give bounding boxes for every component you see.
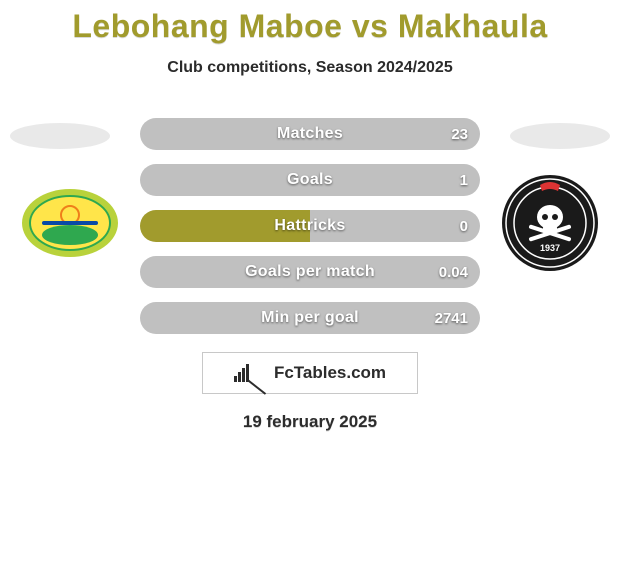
stat-bar: Goals per match0.04: [140, 256, 480, 288]
subtitle: Club competitions, Season 2024/2025: [0, 59, 620, 77]
page-title: Lebohang Maboe vs Makhaula: [0, 0, 620, 45]
right-marker-ellipse: [510, 123, 610, 149]
left-marker-ellipse: [10, 123, 110, 149]
bar-value-right: 0: [460, 210, 468, 242]
sundowns-badge-icon: [20, 173, 120, 273]
stat-bar: Min per goal2741: [140, 302, 480, 334]
stat-bar: Matches23: [140, 118, 480, 150]
left-club-badge: [20, 173, 120, 273]
snapshot-date: 19 february 2025: [0, 412, 620, 432]
stat-bar: Goals1: [140, 164, 480, 196]
badge-year: 1937: [540, 243, 560, 253]
bar-value-right: 0.04: [439, 256, 468, 288]
pirates-badge-icon: 1937: [500, 173, 600, 273]
footer-logo-text: FcTables.com: [274, 363, 386, 383]
bar-label: Goals per match: [140, 256, 480, 288]
bar-value-right: 2741: [435, 302, 468, 334]
fctables-logo: FcTables.com: [202, 352, 418, 394]
bar-label: Hattricks: [140, 210, 480, 242]
right-club-badge: 1937: [500, 173, 600, 273]
bar-value-right: 1: [460, 164, 468, 196]
bar-value-right: 23: [451, 118, 468, 150]
stat-bars: Matches23 Goals1 Hattricks0 Goals per match…: [140, 118, 480, 348]
bar-label: Min per goal: [140, 302, 480, 334]
bar-label: Goals: [140, 164, 480, 196]
stat-bar: Hattricks0: [140, 210, 480, 242]
bar-label: Matches: [140, 118, 480, 150]
